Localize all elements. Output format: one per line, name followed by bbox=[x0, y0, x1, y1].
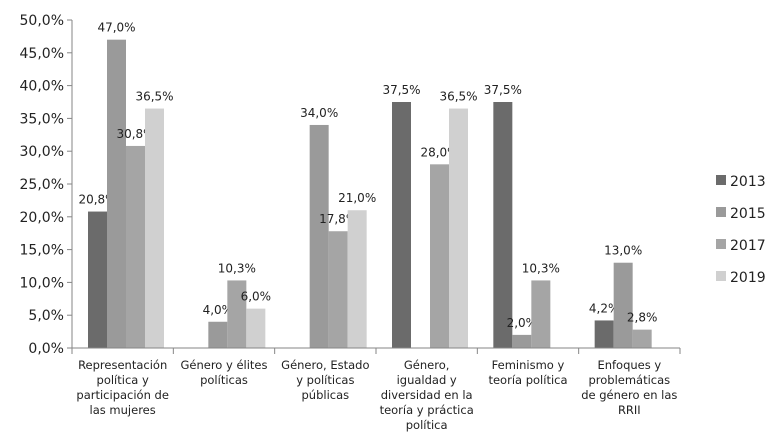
bar-2013-1 bbox=[88, 211, 107, 348]
data-label: 6,0% bbox=[241, 290, 272, 304]
bar-2015-1 bbox=[107, 39, 126, 349]
bar-2019-3 bbox=[347, 210, 367, 348]
data-label: 2,0% bbox=[507, 316, 538, 330]
legend-label-2019: 2019 bbox=[730, 270, 765, 286]
x-tick-label: Género y élites políticas bbox=[180, 358, 268, 387]
y-tick-label: 15,0% bbox=[20, 243, 64, 259]
y-tick-label: 25,0% bbox=[20, 177, 64, 193]
bar-2019-4 bbox=[449, 108, 468, 348]
bar-2013-6 bbox=[594, 320, 614, 348]
legend-swatch-2017 bbox=[716, 239, 726, 249]
bar-2013-4 bbox=[392, 102, 411, 348]
x-tick-label: Representación política y participación … bbox=[76, 358, 169, 417]
data-label: 47,0% bbox=[97, 21, 135, 35]
x-tick-label: Enfoques y problemáticas de género en la… bbox=[581, 358, 678, 417]
data-label: 13,0% bbox=[604, 244, 642, 258]
x-tick-label: Género, Estado y políticas públicas bbox=[281, 358, 370, 402]
data-label: 4,2% bbox=[589, 301, 620, 315]
bar-2015-2 bbox=[208, 321, 228, 348]
legend-label-2017: 2017 bbox=[730, 238, 765, 254]
data-label: 36,5% bbox=[439, 90, 477, 104]
bar-2017-6 bbox=[632, 329, 652, 348]
bar-2015-6 bbox=[613, 262, 633, 348]
y-tick-label: 45,0% bbox=[20, 46, 64, 62]
y-tick-label: 40,0% bbox=[20, 79, 64, 95]
y-tick-label: 35,0% bbox=[20, 111, 64, 127]
bar-2019-1 bbox=[145, 108, 164, 348]
data-label: 34,0% bbox=[300, 106, 338, 120]
bar-2017-1 bbox=[126, 145, 145, 348]
data-label: 36,5% bbox=[135, 90, 173, 104]
data-label: 37,5% bbox=[382, 83, 420, 97]
y-tick-label: 20,0% bbox=[20, 210, 64, 226]
bar-2015-3 bbox=[309, 124, 329, 349]
y-tick-label: 5,0% bbox=[28, 308, 64, 324]
y-tick-label: 30,0% bbox=[20, 144, 64, 160]
data-label: 21,0% bbox=[338, 191, 376, 205]
data-label: 10,3% bbox=[522, 261, 560, 275]
data-label: 37,5% bbox=[484, 83, 522, 97]
legend-label-2013: 2013 bbox=[730, 174, 765, 190]
legend-swatch-2013 bbox=[716, 175, 726, 185]
data-label: 2,8% bbox=[627, 311, 658, 325]
data-label: 10,3% bbox=[218, 261, 256, 275]
bar-2019-2 bbox=[246, 308, 266, 348]
x-tick-label: Género, igualdad y diversidad en la teor… bbox=[379, 358, 474, 432]
y-tick-label: 10,0% bbox=[20, 275, 64, 291]
bar-2017-4 bbox=[430, 164, 449, 348]
bar-2013-5 bbox=[493, 102, 513, 348]
x-tick-label: Feminismo y teoría política bbox=[488, 358, 568, 387]
legend-swatch-2019 bbox=[716, 271, 726, 281]
y-tick-label: 0,0% bbox=[28, 341, 64, 357]
bar-2017-5 bbox=[531, 280, 551, 348]
legend-label-2015: 2015 bbox=[730, 206, 765, 222]
y-tick-label: 50,0% bbox=[20, 13, 64, 29]
data-label: 4,0% bbox=[203, 303, 234, 317]
bar-2015-5 bbox=[512, 334, 532, 348]
bar-2017-2 bbox=[227, 280, 247, 348]
bar-2017-3 bbox=[328, 231, 348, 348]
legend-swatch-2015 bbox=[716, 207, 726, 217]
